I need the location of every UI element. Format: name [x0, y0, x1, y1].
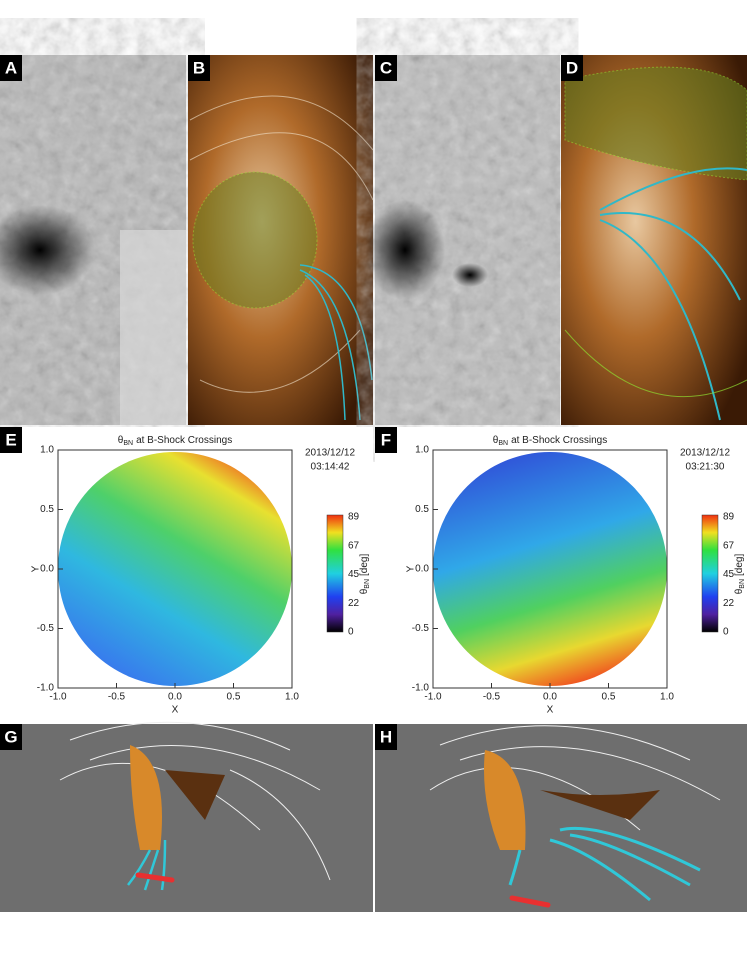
panel-letter: A [5, 58, 17, 77]
x-tick-label: 0.0 [543, 692, 557, 703]
title-symbol: θ [118, 435, 124, 446]
x-tick-label: 1.0 [285, 692, 299, 703]
x-tick-label: -1.0 [49, 692, 67, 703]
plot-title: θBN at B-Shock Crossings [118, 435, 232, 447]
y-tick-label: -0.5 [412, 623, 430, 634]
time: 03:14:42 [311, 462, 350, 473]
panel-letter: B [193, 58, 205, 77]
panel-f-disk [433, 452, 667, 686]
y-tick-label: 0.0 [415, 564, 429, 575]
title-subscript: BN [123, 440, 133, 447]
y-tick-label: -0.5 [37, 623, 55, 634]
colorbar-tick-label: 0 [723, 627, 729, 638]
letter-box [0, 724, 22, 750]
y-axis-label: Y [31, 565, 42, 572]
y-tick-label: -1.0 [412, 683, 430, 694]
colorbar-label: θBN [deg] [734, 554, 746, 595]
panel-d-image [561, 55, 747, 425]
colorbar-tick-label: 45 [723, 569, 735, 580]
colorbar-tick-label: 67 [348, 540, 360, 551]
letter-box [188, 55, 210, 81]
x-axis-label: X [172, 705, 179, 716]
colorbar [326, 514, 344, 633]
x-tick-label: 0.5 [602, 692, 616, 703]
colorbar-tick-label: 67 [723, 540, 735, 551]
letter-box [375, 724, 397, 750]
date: 2013/12/12 [680, 448, 730, 459]
colorbar-tick-label: 22 [723, 598, 735, 609]
panel-g-image [0, 721, 373, 912]
colorbar-unit: [deg] [734, 554, 745, 576]
plot-title: θBN at B-Shock Crossings [493, 435, 607, 447]
letter-box [375, 427, 397, 453]
title-text: at B-Shock Crossings [136, 435, 232, 446]
panel-letter: C [380, 58, 392, 77]
colorbar-subscript: BN [739, 579, 746, 589]
panel-c-image [365, 55, 560, 425]
panel-letter: G [4, 727, 17, 746]
panel-h-image [375, 724, 747, 912]
colorbar-label: θBN [deg] [359, 554, 371, 595]
y-axis-label: Y [406, 565, 417, 572]
colorbar-tick-label: 22 [348, 598, 360, 609]
panel-b-image [188, 55, 374, 425]
colorbar-subscript: BN [364, 579, 371, 589]
colorbar-tick-label: 89 [348, 512, 360, 523]
y-tick-label: 1.0 [40, 445, 54, 456]
panel-letter: D [566, 58, 578, 77]
y-tick-label: 1.0 [415, 445, 429, 456]
x-tick-label: 1.0 [660, 692, 674, 703]
title-subscript: BN [498, 440, 508, 447]
panel-letter: H [380, 727, 392, 746]
panel-a-image [0, 55, 186, 425]
y-tick-label: 0.0 [40, 564, 54, 575]
x-tick-label: -0.5 [108, 692, 126, 703]
colorbar-unit: [deg] [359, 554, 370, 576]
y-tick-label: 0.5 [415, 504, 429, 515]
panel-letter: E [5, 430, 16, 449]
x-tick-label: 0.0 [168, 692, 182, 703]
letter-box [0, 55, 22, 81]
x-tick-label: 0.5 [227, 692, 241, 703]
panel-letter: F [381, 430, 391, 449]
title-symbol: θ [493, 435, 499, 446]
x-axis-label: X [547, 705, 554, 716]
panel-e-disk [58, 452, 292, 686]
x-tick-label: -0.5 [483, 692, 501, 703]
colorbar-tick-label: 89 [723, 512, 735, 523]
date: 2013/12/12 [305, 448, 355, 459]
colorbar-tick-label: 45 [348, 569, 360, 580]
colorbar [701, 514, 719, 633]
y-tick-label: -1.0 [37, 683, 55, 694]
letter-box [375, 55, 397, 81]
y-tick-label: 0.5 [40, 504, 54, 515]
colorbar-symbol: θ [359, 588, 370, 594]
letter-box [561, 55, 583, 81]
time: 03:21:30 [686, 462, 725, 473]
x-tick-label: -1.0 [424, 692, 442, 703]
colorbar-symbol: θ [734, 588, 745, 594]
letter-box [0, 427, 22, 453]
title-text: at B-Shock Crossings [511, 435, 607, 446]
colorbar-tick-label: 0 [348, 627, 354, 638]
